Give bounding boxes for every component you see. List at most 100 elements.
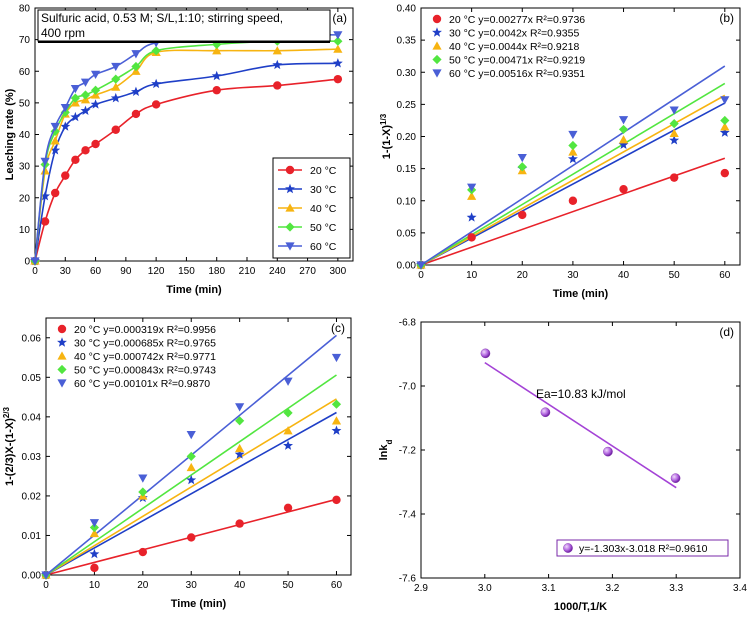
y-tick-label-c: 0.06: [22, 333, 42, 344]
x-tick-label-a: 120: [148, 266, 165, 277]
data-point-30C: [283, 440, 294, 450]
data-point-50C: [186, 451, 196, 461]
data-point-60C: [80, 78, 91, 87]
data-point-40C: [89, 528, 100, 538]
activation-energy-annotation: Ea=10.83 kJ/mol: [536, 387, 626, 401]
x-tick-label-a: 0: [32, 266, 38, 277]
data-point-60C: [568, 130, 578, 140]
x-tick-label-c: 0: [43, 580, 49, 591]
y-axis-title-text: lnk: [378, 444, 390, 461]
x-tick-label-b: 10: [466, 270, 478, 281]
data-point-60C: [283, 377, 293, 386]
data-point-40C: [50, 136, 60, 145]
data-point-50C: [517, 162, 527, 172]
x-tick-label-c: 20: [137, 580, 149, 591]
data-point-50C: [138, 487, 148, 497]
data-point-50C: [669, 119, 679, 129]
y-tick-label-b: 0.00: [397, 261, 417, 272]
data-point-50C: [235, 416, 245, 426]
panel-a: 0 30 60 90 120 150 180 210 240 270 300 0 10 20 30 40 50 6…: [4, 4, 354, 296]
legend-marker: [57, 324, 67, 334]
y-tick-label-d: -7.4: [399, 510, 417, 521]
y-tick-label-c: 0.04: [22, 412, 42, 423]
x-tick-label-d: 3.4: [733, 583, 747, 594]
data-point-30C: [669, 135, 680, 145]
data-point-50C: [151, 46, 161, 56]
data-point-lnkd: [540, 407, 551, 418]
legend-label: 60 °C y=0.00101x R²=0.9870: [74, 378, 210, 390]
x-tick-label-a: 30: [60, 266, 72, 277]
legend-marker: [57, 351, 67, 360]
y-tick-label-b: 0.40: [397, 4, 417, 15]
y-axis-title-text: Leaching rate (%): [4, 88, 16, 180]
legend-b: 20 °C y=0.00277x R²=0.9736 30 °C y=0.0042…: [432, 14, 585, 80]
y-tick-label-b: 0.35: [397, 36, 417, 47]
data-point-30C: [331, 425, 342, 435]
legend-label: 50 °C: [310, 222, 337, 234]
info-line-2: 400 rpm: [41, 26, 85, 40]
y-tick-label-b: 0.25: [397, 100, 417, 111]
x-tick-label-d: 2.9: [414, 583, 428, 594]
legend-label: y=-1.303x-3.018 R²=0.9610: [579, 543, 708, 555]
data-point-60C: [467, 183, 477, 192]
x-tick-label-b: 30: [567, 270, 579, 281]
legend-label: 50 °C y=0.000843x R²=0.9743: [74, 365, 216, 377]
data-point-lnkd: [480, 348, 491, 359]
data-point-60C: [235, 403, 245, 412]
data-point-30C: [272, 59, 283, 70]
x-tick-label-a: 240: [269, 266, 286, 277]
data-point-20C: [669, 173, 679, 182]
info-box: Sulfuric acid, 0.53 M; S/L,1:10; stirrin…: [37, 9, 331, 43]
data-point-20C: [90, 563, 99, 573]
x-tick-label-c: 50: [283, 580, 295, 591]
legend-label: 30 °C y=0.0042x R²=0.9355: [449, 28, 579, 40]
y-tick-label-c: 0.00: [22, 571, 42, 582]
data-point-20C: [111, 125, 120, 134]
y-tick-label-a: 40: [19, 130, 31, 141]
y-tick-label-a: 80: [19, 4, 31, 15]
panel-b: 0 10 20 30 40 50 60 0.00 0.05 0.10 0.15 0.20 0.25 0.3…: [379, 4, 741, 300]
x-tick-label-c: 10: [89, 580, 101, 591]
data-point-50C: [111, 74, 121, 84]
legend-marker: [432, 54, 442, 65]
data-point-lnkd: [670, 473, 681, 483]
data-point-20C: [91, 139, 100, 149]
y-axis-title-subscript: d: [385, 439, 394, 444]
y-tick-label-d: -7.6: [399, 574, 417, 585]
data-point-50C: [283, 408, 293, 418]
y-tick-label-a: 0: [24, 257, 30, 268]
x-tick-label-c: 40: [234, 580, 246, 591]
data-point-60C: [70, 84, 80, 94]
x-tick-label-c: 60: [331, 580, 343, 591]
data-point-60C: [111, 62, 121, 72]
x-tick-label-b: 0: [418, 270, 424, 281]
legend-label: 20 °C y=0.000319x R²=0.9956: [74, 324, 216, 336]
panel-label-d: (d): [719, 325, 734, 339]
x-tick-label-d: 3.3: [669, 583, 683, 594]
data-point-30C: [234, 449, 245, 459]
panel-c: 0 10 20 30 40 50 60 0.00 0.01 0.02 0.03 0.04 0.05 0.0…: [2, 317, 352, 610]
data-point-40C: [669, 128, 679, 137]
data-point-20C: [333, 74, 343, 84]
data-point-lnkd: [603, 446, 613, 457]
x-tick-label-d: 3.2: [605, 583, 619, 594]
data-point-50C: [90, 85, 101, 95]
legend-marker: [432, 14, 442, 24]
x-tick-label-d: 3.0: [478, 583, 492, 594]
panel-label-a: (a): [332, 11, 347, 25]
legend-c: 20 °C y=0.000319x R²=0.9956 30 °C y=0.000…: [57, 324, 216, 390]
x-tick-label-b: 20: [517, 270, 529, 281]
data-point-30C: [80, 105, 91, 115]
y-tick-label-a: 70: [19, 35, 31, 46]
data-point-20C: [151, 100, 161, 109]
data-point-20C: [187, 533, 196, 542]
data-point-20C: [619, 184, 628, 194]
x-tick-label-a: 90: [120, 266, 132, 277]
data-point-20C: [283, 503, 293, 512]
x-axis-title-a: Time (min): [166, 284, 222, 296]
data-point-20C: [212, 86, 221, 95]
y-tick-label-b: 0.30: [397, 68, 417, 79]
legend-frame: [556, 539, 729, 557]
data-point-60C: [131, 50, 141, 59]
